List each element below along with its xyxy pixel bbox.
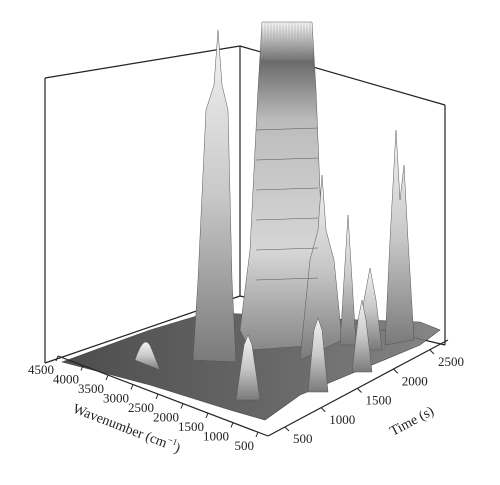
- wavenumber-axis-title-sup: −1: [166, 435, 179, 448]
- wavenumber-tick-mark: [180, 403, 184, 409]
- time-tick-mark: [320, 407, 326, 413]
- wavenumber-tick-label: 3000: [103, 391, 129, 406]
- peak-contour-line: [255, 277, 319, 281]
- peaks-group: [134, 21, 415, 401]
- time-tick-label: 2000: [402, 373, 428, 388]
- peak-contour-line: [255, 187, 319, 191]
- wavenumber-tick-mark: [205, 412, 209, 419]
- peak-front-1000: [307, 317, 329, 393]
- time-ticks: 500 1000 1500 2000 2500: [284, 349, 464, 446]
- time-tick-label: 1000: [329, 412, 355, 427]
- wavenumber-tick-mark: [55, 355, 59, 362]
- time-tick-mark: [429, 349, 435, 355]
- wavenumber-tick-label: 4500: [28, 362, 54, 377]
- back-left-top-edge: [44, 45, 241, 79]
- time-tick-mark: [284, 426, 290, 432]
- wavenumber-tick-label: 3500: [78, 381, 104, 396]
- wavenumber-tick-label: 500: [235, 438, 255, 453]
- time-tick-label: 1500: [366, 393, 392, 408]
- wavenumber-tick-label: 1500: [178, 419, 204, 434]
- time-tick-label: 500: [293, 431, 313, 446]
- peak-1750: [299, 174, 343, 361]
- peak-700: [384, 129, 415, 346]
- peak-front-1500: [235, 334, 261, 401]
- time-tick-mark: [357, 388, 362, 393]
- time-tick-label: 2500: [438, 354, 464, 369]
- wavenumber-axis-title-end: ): [172, 441, 182, 457]
- wavenumber-tick-label: 4000: [53, 372, 79, 387]
- peak-contour-line: [255, 247, 319, 251]
- peak-front-1200: [351, 299, 373, 373]
- wavenumber-tick-label: 2000: [153, 410, 179, 425]
- wavenumber-tick-mark: [105, 374, 109, 381]
- peak-contour-line: [255, 217, 319, 221]
- peak-contour-line: [255, 127, 319, 131]
- wavenumber-tick-label: 2500: [128, 400, 154, 415]
- time-axis-title: Time (s): [388, 404, 437, 440]
- peak-3700: [134, 341, 161, 371]
- wavenumber-tick-label: 1000: [203, 429, 229, 444]
- wavenumber-tick-mark: [230, 422, 234, 428]
- peak-2950: [192, 29, 237, 363]
- time-axis-line: [267, 339, 449, 437]
- time-tick-mark: [393, 368, 399, 374]
- peak-1300: [339, 214, 357, 346]
- wavenumber-tick-mark: [80, 365, 84, 371]
- wavenumber-tick-mark: [130, 384, 134, 390]
- peak-contour-line: [255, 157, 319, 161]
- wavenumber-tick-mark: [255, 431, 259, 438]
- wavenumber-tick-mark: [155, 393, 159, 400]
- peak-2350: [239, 21, 331, 351]
